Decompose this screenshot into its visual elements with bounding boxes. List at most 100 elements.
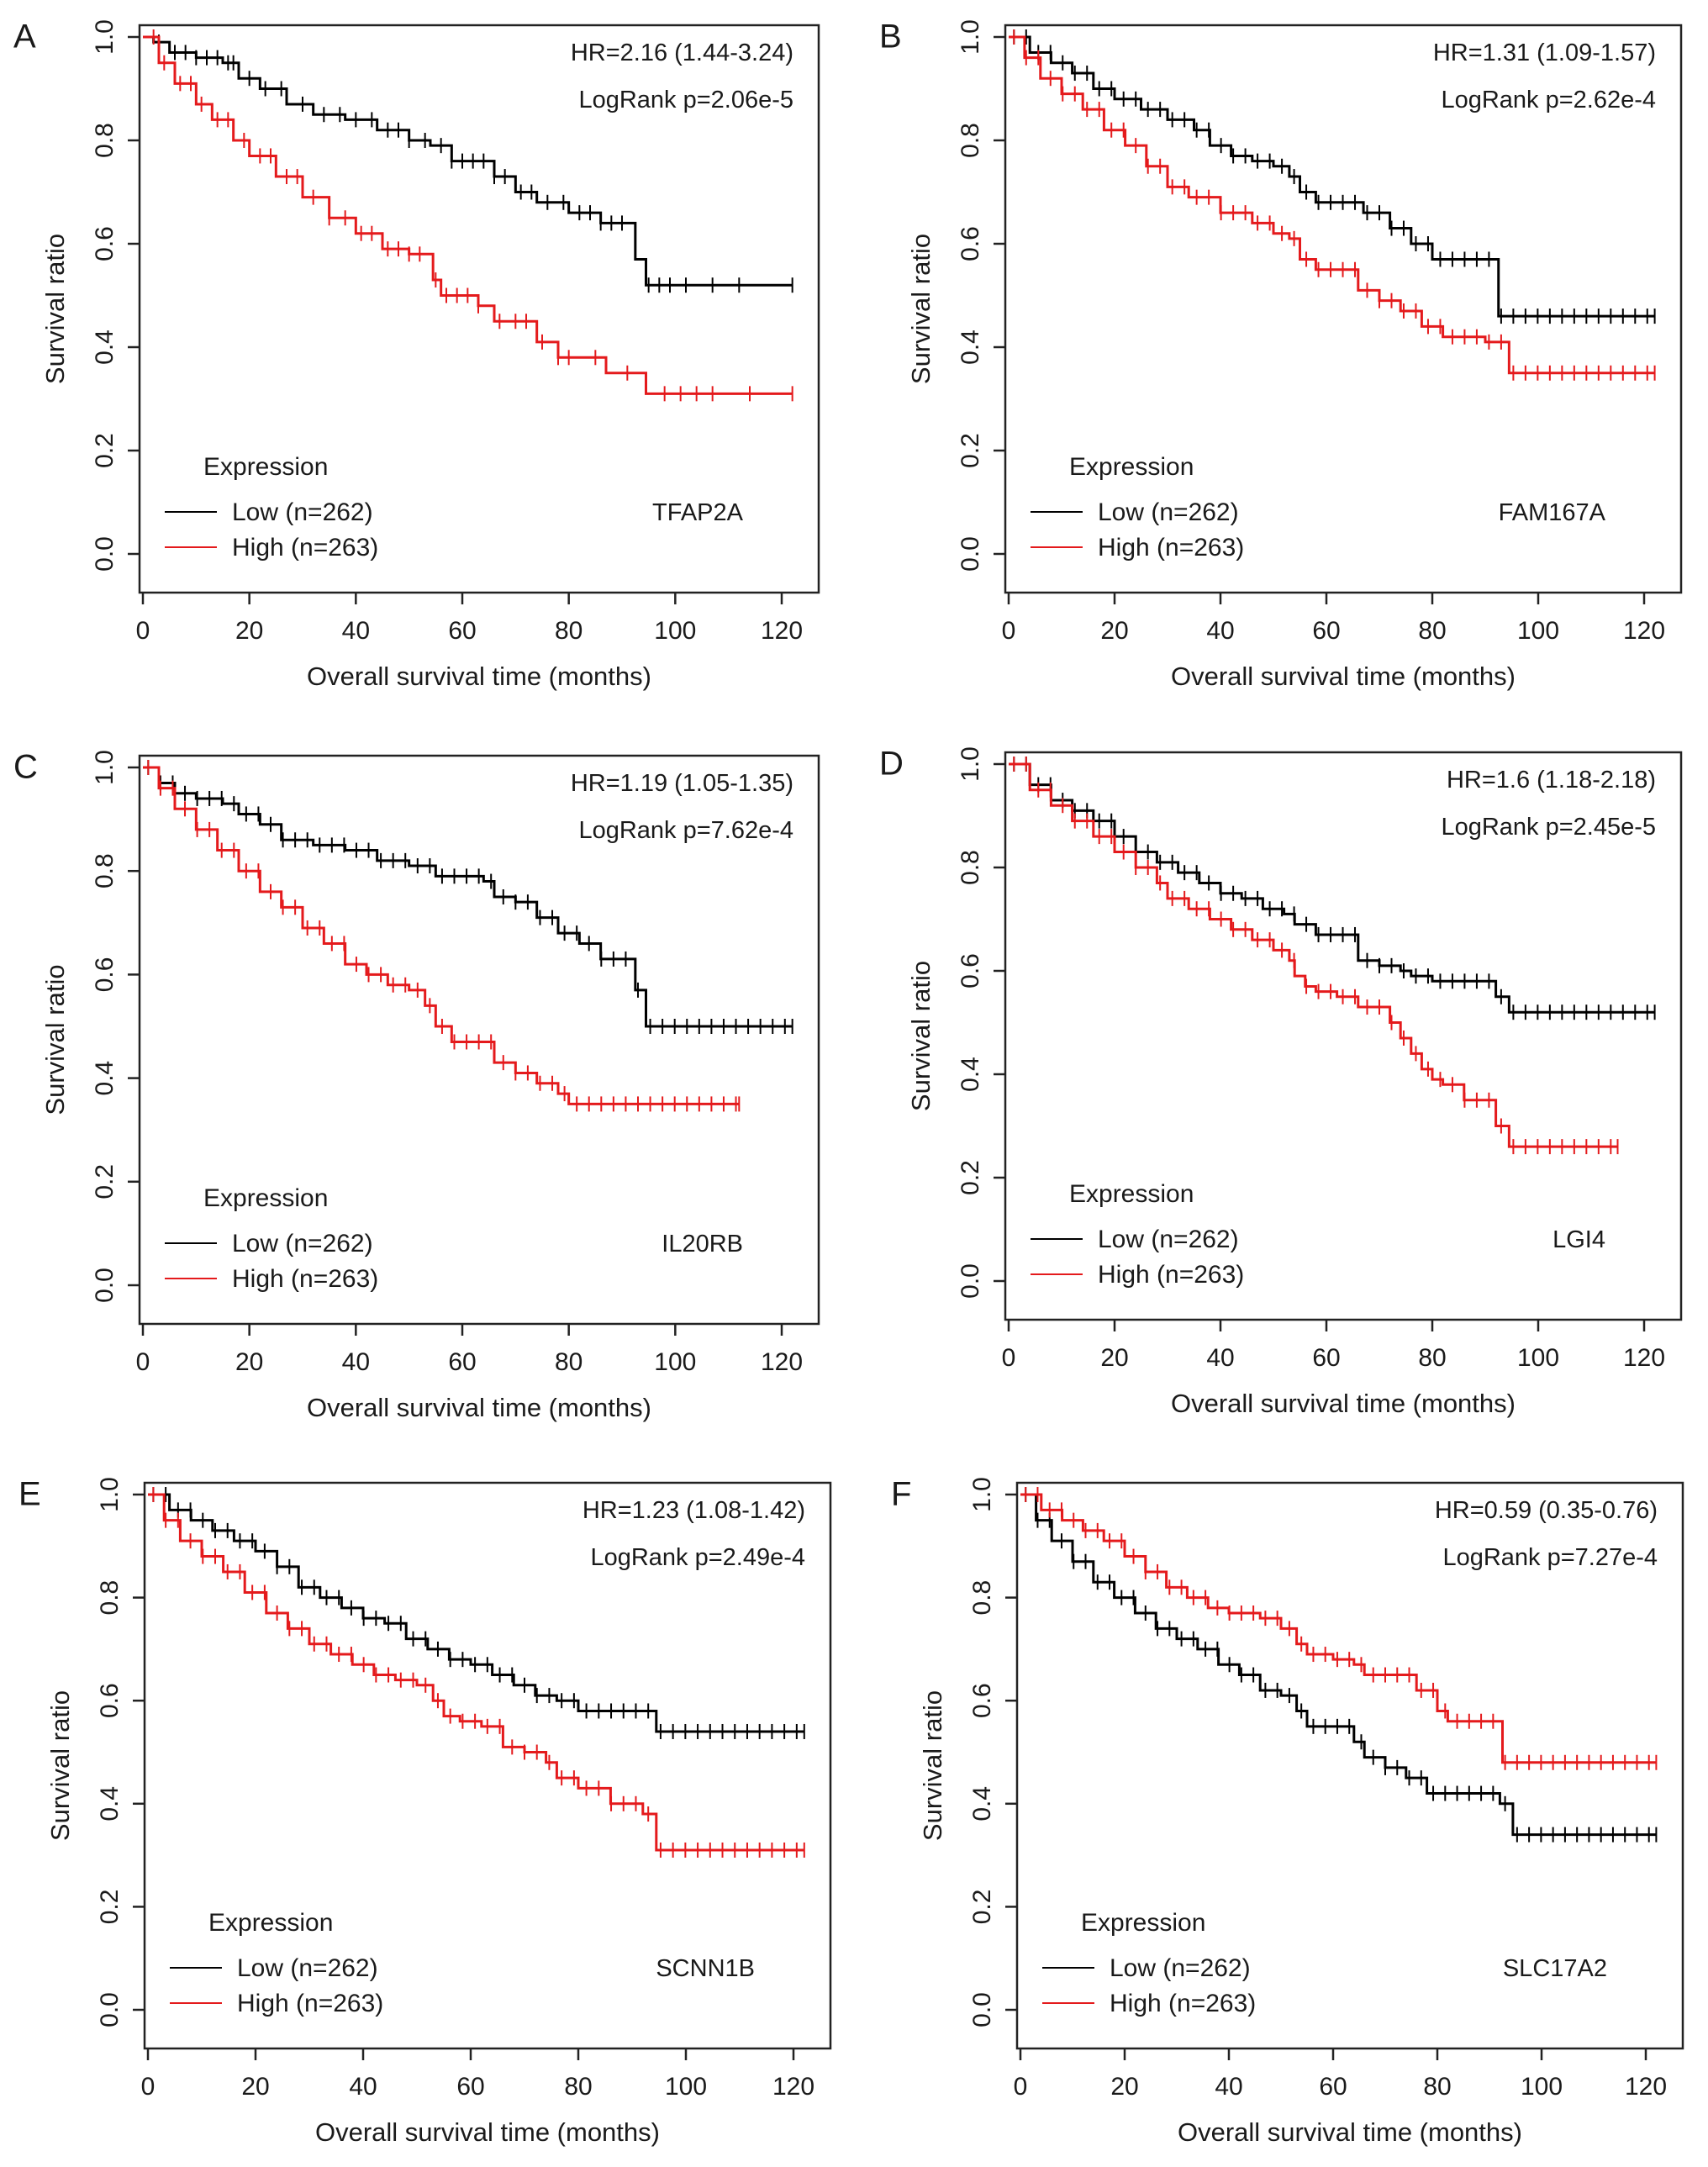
plot-frame <box>143 1481 832 2050</box>
plot-frame <box>1004 751 1683 1321</box>
logrank-annotation: LogRank p=2.06e-5 <box>578 87 793 113</box>
panel-d: D 0 20 40 60 80 100 120 0.0 0.2 0.4 0.6 0.8 1.0 Overal… <box>854 723 1708 1444</box>
legend-label-low: Low (n=262) <box>232 1230 373 1257</box>
x-tick-label: 0 <box>136 1348 150 1376</box>
panel-f: F 0 20 40 60 80 100 120 0.0 0.2 0.4 0.6 0.8 1.0 Overal… <box>854 1446 1708 2167</box>
logrank-annotation: LogRank p=2.49e-4 <box>590 1544 805 1571</box>
x-tick-label: 60 <box>1319 2073 1347 2101</box>
plot-frame <box>1015 1481 1684 2050</box>
x-tick-label: 60 <box>456 2073 484 2101</box>
x-tick-label: 20 <box>235 1348 263 1376</box>
legend: Expression Low (n=262) High (n=263) <box>1031 453 1244 562</box>
x-tick-label: 20 <box>1100 617 1128 645</box>
panel-label: C <box>13 749 38 786</box>
y-tick-label: 0.2 <box>957 433 984 468</box>
y-tick-label: 0.6 <box>91 957 119 993</box>
legend-label-high: High (n=263) <box>237 1990 383 2017</box>
km-curve-high <box>1020 1493 1657 1764</box>
x-tick-label: 60 <box>448 617 476 645</box>
x-tick-label: 80 <box>1418 617 1446 645</box>
x-tick-label: 80 <box>555 1348 583 1376</box>
km-plot-f: F 0 20 40 60 80 100 120 0.0 0.2 0.4 0.6 0.8 1.0 Overal… <box>891 1476 1684 2147</box>
x-tick-label: 0 <box>136 617 150 645</box>
x-tick-label: 40 <box>349 2073 377 2101</box>
y-tick-label: 0.0 <box>91 536 119 572</box>
x-tick-label: 120 <box>761 1348 803 1376</box>
y-tick-label: 0.6 <box>96 1683 124 1718</box>
logrank-annotation: LogRank p=2.45e-5 <box>1441 814 1656 841</box>
km-curve-high <box>1009 35 1655 375</box>
panel-a: A 0 20 40 60 80 100 120 0.0 0.2 0.4 0.6 0.8 1.0 Overal… <box>0 0 854 721</box>
x-tick-label: 0 <box>1014 2073 1028 2101</box>
x-tick-label: 120 <box>1623 1344 1665 1372</box>
y-tick-label: 0.8 <box>957 123 984 158</box>
y-tick-label: 1.0 <box>957 746 984 782</box>
km-curve-high <box>148 1493 804 1852</box>
plot-frame <box>138 24 820 594</box>
x-tick-label: 120 <box>1625 2073 1667 2101</box>
y-tick-label: 0.6 <box>957 226 984 261</box>
legend-label-low: Low (n=262) <box>232 498 373 526</box>
km-curve-low <box>143 35 793 287</box>
hr-annotation: HR=1.19 (1.05-1.35) <box>571 770 793 797</box>
plot-frame <box>1004 24 1683 594</box>
x-tick-label: 0 <box>1002 617 1016 645</box>
y-axis-title: Survival ratio <box>906 234 936 384</box>
legend-label-high: High (n=263) <box>232 1265 378 1293</box>
legend: Expression Low (n=262) High (n=263) <box>1042 1909 1256 2017</box>
legend: Expression Low (n=262) High (n=263) <box>1031 1180 1244 1289</box>
logrank-annotation: LogRank p=7.62e-4 <box>578 817 793 844</box>
x-axis-title: Overall survival time (months) <box>307 1393 651 1422</box>
y-tick-label: 0.0 <box>96 1992 124 2027</box>
x-tick-label: 20 <box>1100 1344 1128 1372</box>
hr-annotation: HR=1.23 (1.08-1.42) <box>583 1497 805 1524</box>
gene-label: SLC17A2 <box>1503 1955 1607 1982</box>
x-tick-label: 100 <box>654 1348 696 1376</box>
km-plot-a: A 0 20 40 60 80 100 120 0.0 0.2 0.4 0.6 0.8 1.0 Overal… <box>13 18 820 691</box>
gene-label: FAM167A <box>1499 499 1606 526</box>
panel-b: B 0 20 40 60 80 100 120 0.0 0.2 0.4 0.6 0.8 1.0 Overal… <box>854 0 1708 721</box>
legend-label-low: Low (n=262) <box>237 1954 378 1982</box>
km-plot-d: D 0 20 40 60 80 100 120 0.0 0.2 0.4 0.6 0.8 1.0 Overal… <box>879 746 1683 1418</box>
x-tick-label: 80 <box>564 2073 592 2101</box>
x-tick-label: 120 <box>772 2073 814 2101</box>
y-tick-label: 0.6 <box>91 226 119 261</box>
logrank-annotation: LogRank p=2.62e-4 <box>1441 87 1656 113</box>
km-curve-high <box>143 35 793 395</box>
y-tick-label: 0.4 <box>957 1057 984 1092</box>
panel-label: A <box>13 18 36 55</box>
y-axis-title: Survival ratio <box>906 961 936 1111</box>
y-tick-label: 0.4 <box>957 330 984 365</box>
km-curve-low <box>1009 35 1655 318</box>
y-tick-label: 0.0 <box>968 1992 996 2027</box>
y-tick-label: 1.0 <box>957 19 984 55</box>
panel-label: D <box>879 746 904 783</box>
y-tick-label: 0.0 <box>957 1263 984 1299</box>
panel-e: E 0 20 40 60 80 100 120 0.0 0.2 0.4 0.6 0.8 1.0 Overal… <box>0 1446 854 2167</box>
hr-annotation: HR=1.6 (1.18-2.18) <box>1447 767 1656 794</box>
x-tick-label: 0 <box>141 2073 156 2101</box>
hr-annotation: HR=0.59 (0.35-0.76) <box>1435 1497 1658 1524</box>
legend-label-low: Low (n=262) <box>1098 498 1239 526</box>
x-tick-label: 40 <box>342 1348 370 1376</box>
logrank-annotation: LogRank p=7.27e-4 <box>1442 1544 1658 1571</box>
legend-label-low: Low (n=262) <box>1098 1226 1239 1253</box>
y-tick-label: 0.4 <box>91 1061 119 1096</box>
y-tick-label: 1.0 <box>96 1477 124 1512</box>
x-axis-title: Overall survival time (months) <box>315 2117 660 2147</box>
legend-label-high: High (n=263) <box>1110 1990 1256 2017</box>
legend-title: Expression <box>1069 1180 1194 1208</box>
x-tick-label: 60 <box>1312 1344 1340 1372</box>
legend-label-low: Low (n=262) <box>1110 1954 1251 1982</box>
x-tick-label: 80 <box>555 617 583 645</box>
legend-label-high: High (n=263) <box>1098 1261 1244 1289</box>
x-axis-title: Overall survival time (months) <box>1171 1389 1516 1418</box>
plot-frame <box>138 754 820 1326</box>
y-tick-label: 0.8 <box>957 850 984 885</box>
legend: Expression Low (n=262) High (n=263) <box>165 453 378 562</box>
y-tick-label: 0.6 <box>968 1683 996 1718</box>
y-tick-label: 0.2 <box>968 1890 996 1925</box>
y-tick-label: 1.0 <box>91 750 119 785</box>
x-tick-label: 20 <box>235 617 263 645</box>
x-tick-label: 120 <box>761 617 803 645</box>
